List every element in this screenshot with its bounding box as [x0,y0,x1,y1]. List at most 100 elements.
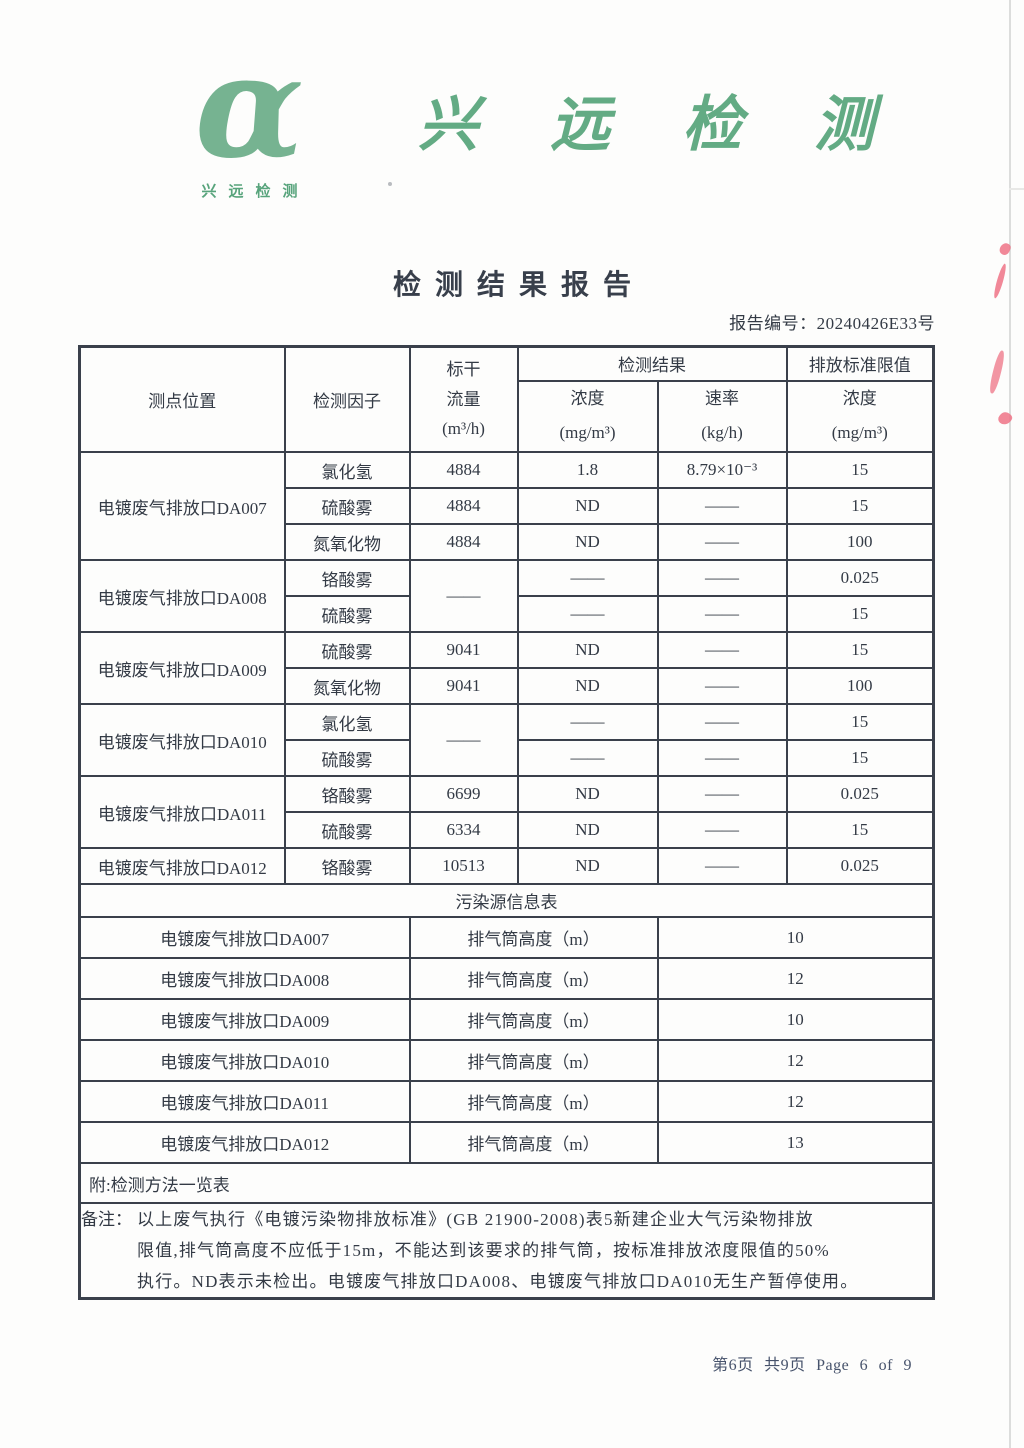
cell-factor: 氮氧化物 [283,667,411,706]
cell-limit: 15 [785,631,935,670]
report-number: 报告编号：20240426E33号 [729,309,935,334]
results-row: 硫酸雾 —— —— 15 [80,739,935,778]
info-row: 电镀废气排放口DA010 排气筒高度（m） 12 [78,1039,935,1083]
cell-concentration: ND [516,811,659,850]
cell-concentration: —— [516,595,659,634]
cell-concentration: ND [516,775,659,814]
cell-stack-height-label: 排气筒高度（m） [408,1121,659,1165]
remarks-row: 备注： 以上废气执行《电镀污染物排放标准》(GB 21900-2008)表5新建… [78,1202,935,1300]
cell-source-location: 电镀废气排放口DA012 [78,1121,411,1165]
cell-factor: 氯化氢 [283,451,411,490]
cell-rate: —— [656,739,788,778]
cell-flow-merged: —— [408,559,519,634]
cell-location: 电镀废气排放口DA011 [78,775,286,850]
remarks-line: 以上废气执行《电镀污染物排放标准》(GB 21900-2008)表5新建企业大气… [137,1210,814,1230]
page-edge-line [1009,0,1011,1448]
info-row: 电镀废气排放口DA012 排气筒高度（m） 13 [78,1121,935,1165]
attachment-row: 附:检测方法一览表 [78,1162,935,1205]
pollution-source-title-row: 污染源信息表 [78,883,935,919]
cell-limit: 15 [785,451,935,490]
col-header-concentration: 浓度 (mg/m³) [516,379,659,454]
page-edge-tick [1009,188,1024,190]
cell-stack-height-value: 13 [656,1121,935,1165]
cell-stack-height-label: 排气筒高度（m） [408,1080,659,1124]
cell-rate: —— [656,559,788,598]
cell-concentration: —— [516,703,659,742]
cell-limit: 15 [785,595,935,634]
results-row: 电镀废气排放口DA011 铬酸雾 6699 ND —— 0.025 [78,775,935,850]
cell-source-location: 电镀废气排放口DA010 [78,1039,411,1083]
col-header-limit-concentration: 浓度 (mg/m³) [785,379,935,454]
results-row: 氮氧化物 9041 ND —— 100 [80,667,935,706]
page-number-footer: 第6页 共9页 Page 6 of 9 [712,1357,912,1374]
cell-concentration: ND [516,487,659,526]
results-row: 硫酸雾 —— —— 15 [80,595,935,634]
remarks-label: 备注： [81,1210,132,1230]
cell-limit: 15 [785,811,935,850]
cell-factor: 硫酸雾 [283,595,411,634]
cell-stack-height-value: 12 [656,1039,935,1083]
cell-concentration: —— [516,739,659,778]
cell-rate: —— [656,667,788,706]
remarks-line: 执行。ND表示未检出。电镀废气排放口DA008、电镀废气排放口DA010无生产暂… [137,1272,859,1292]
results-row: 电镀废气排放口DA007 氯化氢 4884 1.8 8.79×10⁻³ 15 [78,451,935,562]
results-row: 硫酸雾 6334 ND —— 15 [80,811,935,850]
cell-location: 电镀废气排放口DA010 [78,703,286,778]
cell-source-location: 电镀废气排放口DA007 [78,916,411,960]
cell-concentration: ND [516,523,659,562]
cell-limit: 0.025 [785,775,935,814]
company-logo: α 兴远检测 [162,36,337,201]
cell-location: 电镀废气排放口DA008 [78,559,286,634]
results-row: 硫酸雾 4884 ND —— 15 [80,487,935,526]
cell-factor: 氯化氢 [283,703,411,742]
cell-limit: 15 [785,703,935,742]
cell-stack-height-value: 12 [656,1080,935,1124]
cell-factor: 氮氧化物 [283,523,411,562]
cell-flow: 9041 [408,631,519,670]
cell-flow: 6334 [408,811,519,850]
red-seal-fragment [987,349,1007,395]
red-seal-fragment [996,409,1014,428]
logo-caption: 兴远检测 [201,184,310,200]
cell-source-location: 电镀废气排放口DA011 [78,1080,411,1124]
col-header-flow: 标干 流量 (m³/h) [408,345,519,454]
brand-name: 兴远检测 [418,92,946,158]
cell-stack-height-label: 排气筒高度（m） [408,998,659,1042]
cell-rate: —— [656,775,788,814]
cell-rate: 8.79×10⁻³ [656,451,788,490]
cell-concentration: ND [516,667,659,706]
cell-rate: —— [656,631,788,670]
cell-factor: 铬酸雾 [283,775,411,814]
cell-flow: 4884 [408,451,519,490]
col-header-location: 测点位置 [78,345,286,454]
cell-concentration: ND [516,847,659,886]
cell-location: 电镀废气排放口DA007 [78,451,286,562]
header-row-groups: 测点位置 检测因子 标干 流量 (m³/h) 检测结果 排放标准限值 [78,345,935,454]
results-row: 电镀废气排放口DA009 硫酸雾 9041 ND —— 15 [78,631,935,706]
cell-flow: 10513 [408,847,519,886]
cell-stack-height-label: 排气筒高度（m） [408,957,659,1001]
cell-limit: 15 [785,739,935,778]
info-row: 电镀废气排放口DA007 排气筒高度（m） 10 [78,916,935,960]
cell-factor: 铬酸雾 [283,847,411,886]
cell-limit: 100 [785,523,935,562]
info-row: 电镀废气排放口DA008 排气筒高度（m） 12 [78,957,935,1001]
cell-flow: 4884 [408,523,519,562]
report-number-label: 报告编号： [729,314,817,333]
cell-concentration: 1.8 [516,451,659,490]
remarks-line: 限值,排气筒高度不应低于15m，不能达到该要求的排气筒，按标准排放浓度限值的50… [137,1241,830,1261]
header-row-units: 浓度 (mg/m³) 速率 (kg/h) 浓度 (mg/m³) [80,379,935,454]
cell-factor: 铬酸雾 [283,559,411,598]
cell-factor: 硫酸雾 [283,631,411,670]
remarks-body: 以上废气执行《电镀污染物排放标准》(GB 21900-2008)表5新建企业大气… [137,1204,858,1297]
cell-factor: 硫酸雾 [283,811,411,850]
col-header-result-group: 检测结果 [516,345,788,382]
remarks: 备注： 以上废气执行《电镀污染物排放标准》(GB 21900-2008)表5新建… [81,1204,932,1297]
cell-flow: 9041 [408,667,519,706]
cell-stack-height-value: 10 [656,916,935,960]
pollution-source-title: 污染源信息表 [78,883,935,919]
results-table: 测点位置 检测因子 标干 流量 (m³/h) 检测结果 排放标准限值 浓度 (m… [78,345,935,1301]
cell-source-location: 电镀废气排放口DA008 [78,957,411,1001]
cell-location: 电镀废气排放口DA009 [78,631,286,706]
